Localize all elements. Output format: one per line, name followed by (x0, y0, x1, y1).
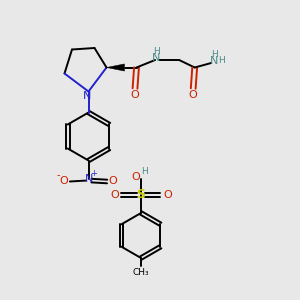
Text: O: O (163, 190, 172, 200)
Text: N: N (83, 91, 91, 101)
Text: -: - (56, 170, 60, 181)
Text: CH₃: CH₃ (133, 268, 149, 277)
Polygon shape (106, 64, 124, 71)
Text: O: O (130, 90, 139, 100)
Text: S: S (136, 188, 146, 202)
Text: O: O (110, 190, 119, 200)
Text: H: H (141, 167, 148, 176)
Text: O: O (59, 176, 68, 187)
Text: H: H (153, 47, 160, 56)
Text: +: + (91, 169, 97, 178)
Text: N: N (152, 52, 160, 63)
Text: N: N (210, 56, 218, 66)
Text: O: O (109, 176, 118, 187)
Text: O: O (131, 172, 140, 182)
Text: O: O (188, 90, 197, 100)
Text: H: H (218, 56, 225, 65)
Text: H: H (211, 50, 217, 59)
Text: N: N (85, 173, 93, 184)
